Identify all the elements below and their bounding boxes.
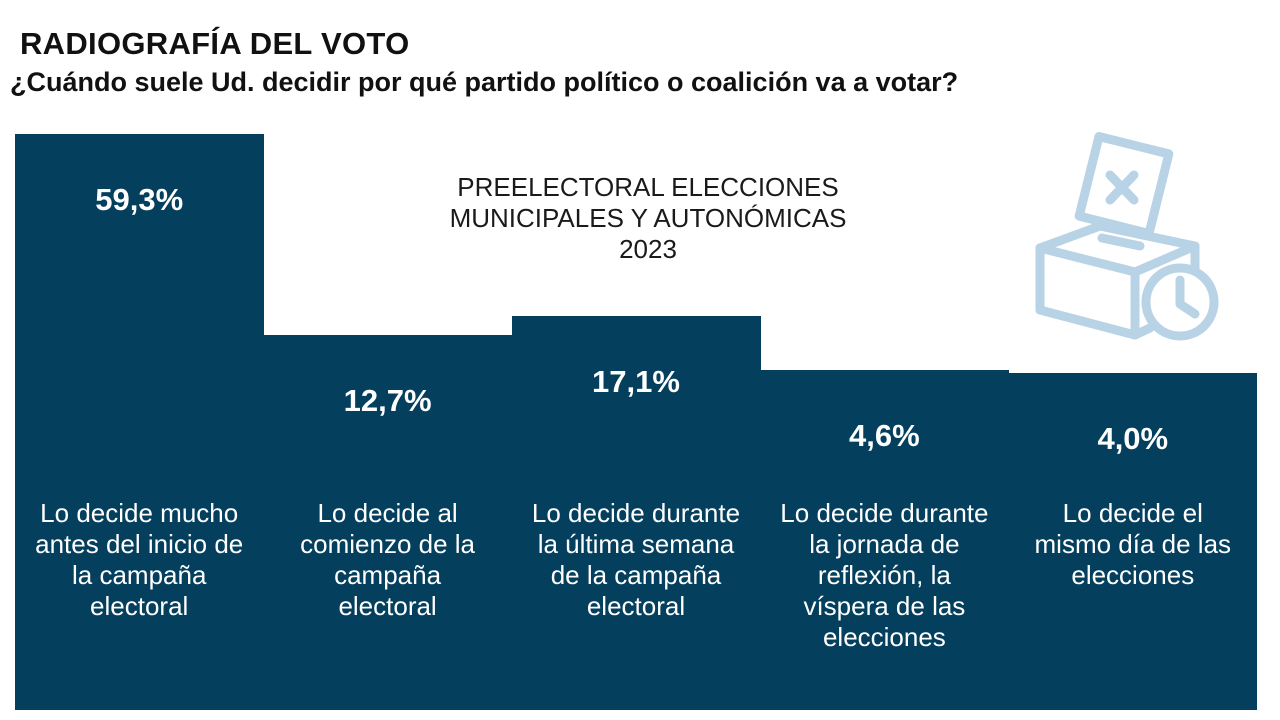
subtitle: ¿Cuándo suele Ud. decidir por qué partid…	[10, 67, 959, 97]
category-label: Lo decide mucho antes del inicio de la c…	[35, 498, 244, 621]
annotation-line: PREELECTORAL ELECCIONES	[457, 172, 839, 202]
bar	[263, 335, 513, 710]
bar	[15, 134, 264, 710]
category-label: Lo decide durante la jornada de reflexió…	[780, 498, 989, 652]
bar	[760, 370, 1010, 710]
annotation: PREELECTORAL ELECCIONES MUNICIPALES Y AUT…	[380, 172, 916, 265]
category-label: Lo decide el mismo día de las elecciones	[1034, 498, 1232, 590]
title: RADIOGRAFÍA DEL VOTO	[20, 26, 410, 61]
category-label: Lo decide durante la última semana de la…	[531, 498, 741, 621]
bar	[511, 316, 761, 710]
value-label: 17,1%	[592, 364, 680, 400]
bar	[1008, 372, 1258, 710]
annotation-line: 2023	[619, 234, 677, 264]
annotation-line: MUNICIPALES Y AUTONÓMICAS	[449, 203, 847, 233]
ballot-box-icon	[1035, 132, 1219, 341]
value-label: 59,3%	[95, 182, 184, 218]
category-label: Lo decide al comienzo de la campaña elec…	[300, 498, 476, 621]
value-label: 4,0%	[1097, 420, 1169, 456]
value-label: 12,7%	[343, 383, 432, 419]
value-label: 4,6%	[849, 418, 920, 454]
